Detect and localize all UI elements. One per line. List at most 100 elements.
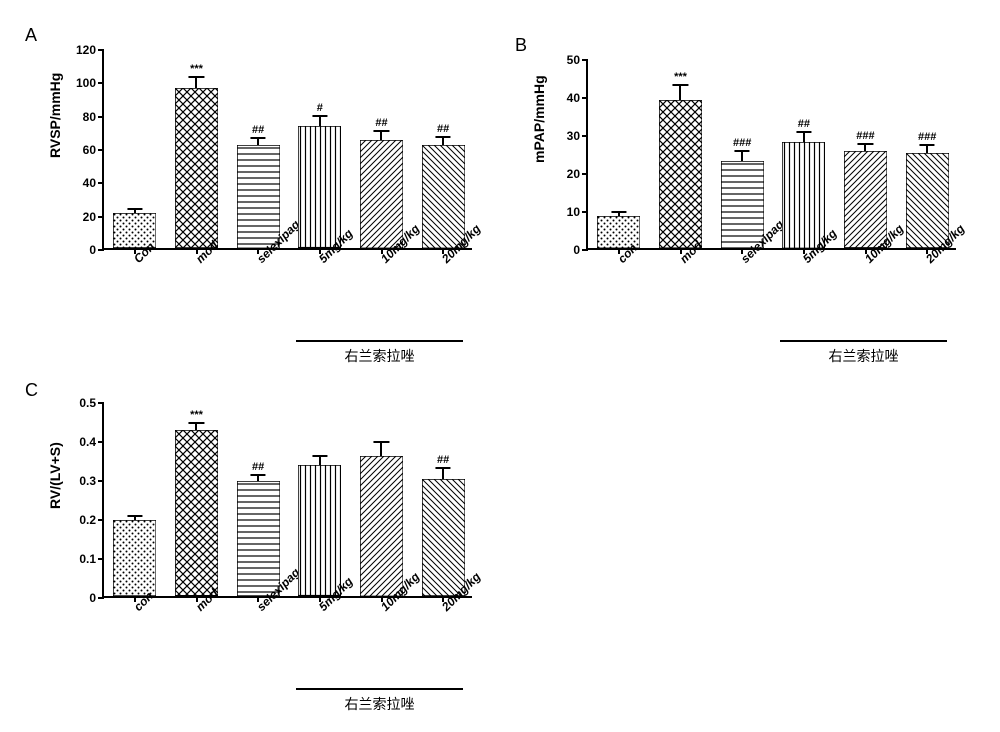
x-tick-label: con <box>615 256 625 266</box>
group-label: 右兰索拉唑 <box>345 694 415 714</box>
significance-marker: ### <box>918 131 936 143</box>
error-cap <box>189 76 204 78</box>
error-bar <box>864 144 866 151</box>
bar <box>597 216 640 248</box>
significance-marker: *** <box>190 63 203 75</box>
x-tick-label: selexipag (1 mg/kg) <box>254 604 264 614</box>
y-tick-label: 0.1 <box>79 552 96 566</box>
x-tick-label: Con <box>131 256 141 266</box>
error-cap <box>312 455 327 457</box>
error-cap <box>920 144 935 146</box>
error-bar <box>926 145 928 153</box>
y-tick <box>98 216 104 218</box>
y-tick <box>98 558 104 560</box>
y-tick-label: 40 <box>567 91 580 105</box>
bar: ## <box>237 481 280 596</box>
error-bar <box>679 85 681 100</box>
bar <box>298 465 341 596</box>
error-cap <box>858 143 873 145</box>
error-bar <box>442 468 444 479</box>
panel-A: A020406080100120Con***mod##selexipag (1 … <box>30 30 480 370</box>
error-cap <box>127 208 142 210</box>
x-tick-label: 10mg/kg <box>378 256 388 266</box>
error-cap <box>374 130 389 132</box>
error-cap <box>735 150 750 152</box>
bar <box>113 520 156 596</box>
y-tick-label: 0 <box>89 591 96 605</box>
error-bar <box>319 116 321 126</box>
y-tick-label: 20 <box>83 210 96 224</box>
y-tick-label: 10 <box>567 205 580 219</box>
bar: ## <box>782 142 825 248</box>
y-tick <box>98 597 104 599</box>
bar: ### <box>906 153 949 248</box>
panel-label-A: A <box>25 25 37 46</box>
x-tick-label: 10mg/kg <box>378 604 388 614</box>
y-tick <box>582 249 588 251</box>
x-tick-label: mod <box>677 256 687 266</box>
panel-C: C00.10.20.30.40.5con***mod##selexipag (1… <box>30 385 480 715</box>
significance-marker: ## <box>437 123 449 135</box>
x-tick-label: 20mg/kg <box>923 256 933 266</box>
significance-marker: *** <box>190 409 203 421</box>
error-cap <box>189 422 204 424</box>
y-tick <box>98 49 104 51</box>
error-bar <box>195 423 197 430</box>
x-tick-label: 5mg/kg <box>316 604 326 614</box>
y-tick-label: 0.2 <box>79 513 96 527</box>
group-label: 右兰索拉唑 <box>345 346 415 366</box>
group-line <box>296 340 463 342</box>
y-tick-label: 80 <box>83 110 96 124</box>
error-cap <box>374 441 389 443</box>
x-tick-label: 20mg/kg <box>439 256 449 266</box>
y-tick-label: 40 <box>83 176 96 190</box>
y-tick <box>98 480 104 482</box>
x-tick-label: 20mg/kg <box>439 604 449 614</box>
y-tick <box>98 116 104 118</box>
error-bar <box>380 131 382 140</box>
y-tick <box>582 173 588 175</box>
error-bar <box>257 138 259 145</box>
y-tick <box>98 149 104 151</box>
y-tick <box>582 59 588 61</box>
bar: # <box>298 126 341 248</box>
bar: ## <box>422 145 465 248</box>
group-label: 右兰索拉唑 <box>829 346 899 366</box>
bar: *** <box>175 430 218 596</box>
error-cap <box>127 515 142 517</box>
y-tick-label: 30 <box>567 129 580 143</box>
y-tick <box>98 402 104 404</box>
y-tick-label: 0 <box>573 243 580 257</box>
y-axis-label: mPAP/mmHg <box>531 147 547 163</box>
group-line <box>296 688 463 690</box>
bar <box>360 456 403 596</box>
error-bar <box>380 442 382 456</box>
significance-marker: # <box>317 102 323 114</box>
x-tick-label: mod <box>193 256 203 266</box>
y-tick <box>98 182 104 184</box>
y-axis-label: RVSP/mmHg <box>47 142 63 158</box>
y-tick <box>582 97 588 99</box>
bar: ## <box>360 140 403 248</box>
x-tick-label: mod <box>193 604 203 614</box>
y-tick <box>582 135 588 137</box>
y-tick <box>98 519 104 521</box>
bar: *** <box>175 88 218 248</box>
significance-marker: *** <box>674 71 687 83</box>
error-cap <box>251 137 266 139</box>
y-tick-label: 120 <box>76 43 96 57</box>
error-bar <box>195 77 197 88</box>
error-bar <box>741 151 743 161</box>
error-bar <box>442 137 444 145</box>
error-cap <box>673 84 688 86</box>
chart-area-B: 01020304050con***mod###selexipag (1 mg/k… <box>586 60 956 250</box>
panel-B: B01020304050con***mod###selexipag (1 mg/… <box>520 40 970 370</box>
panel-label-B: B <box>515 35 527 56</box>
y-tick-label: 60 <box>83 143 96 157</box>
y-tick <box>98 441 104 443</box>
significance-marker: ## <box>798 118 810 130</box>
x-tick-label: 10mg/kg <box>862 256 872 266</box>
error-cap <box>312 115 327 117</box>
chart-area-A: 020406080100120Con***mod##selexipag (1 m… <box>102 50 472 250</box>
y-tick-label: 0 <box>89 243 96 257</box>
